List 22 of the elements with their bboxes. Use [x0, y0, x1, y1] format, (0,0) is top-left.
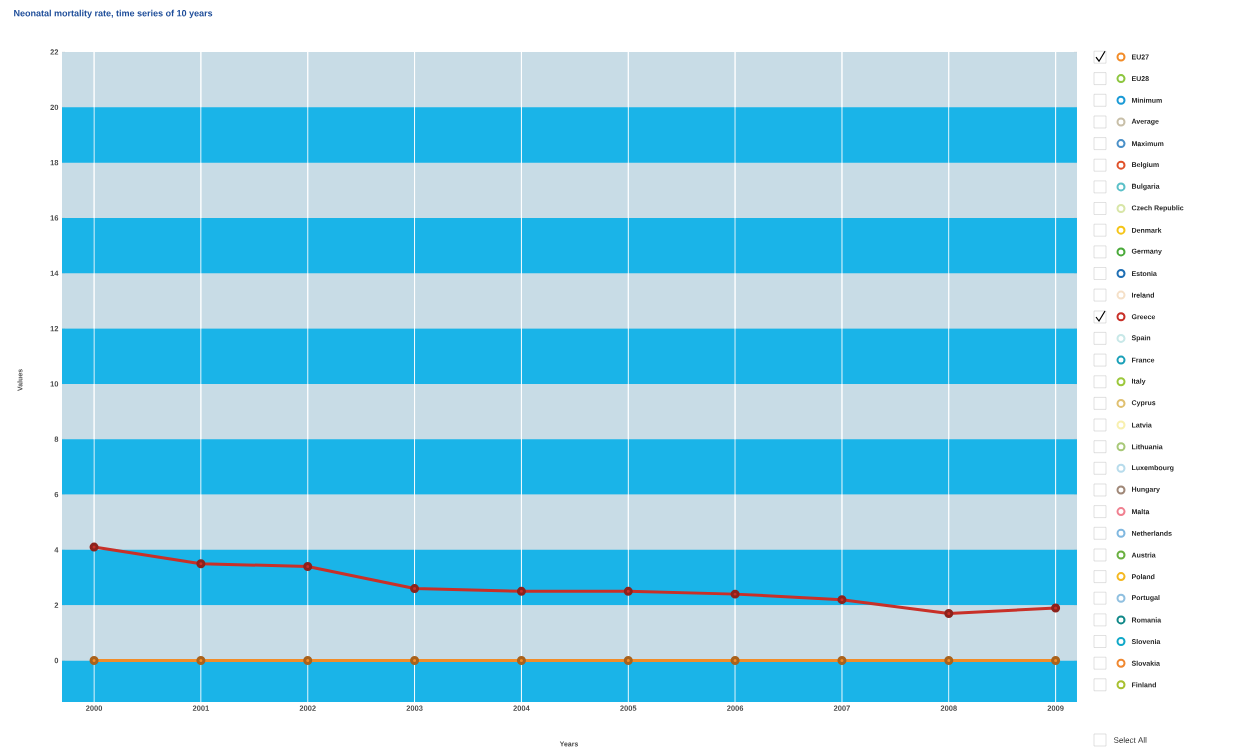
point [89, 542, 99, 552]
point [196, 559, 206, 569]
point [303, 561, 313, 571]
point [730, 656, 740, 666]
point [410, 656, 420, 666]
point [1051, 656, 1061, 666]
point [303, 656, 313, 666]
point [196, 656, 206, 666]
point [730, 589, 740, 599]
point [89, 656, 99, 666]
point [410, 584, 420, 594]
point [944, 656, 954, 666]
point [1051, 603, 1061, 613]
chart-title: Neonatal mortality rate, time series of 10 years [14, 9, 213, 19]
point [837, 656, 847, 666]
point [516, 586, 526, 596]
point [944, 608, 954, 618]
point [623, 656, 633, 666]
point [516, 656, 526, 666]
point [623, 586, 633, 596]
point [837, 595, 847, 605]
text: Select All [1113, 737, 1147, 743]
